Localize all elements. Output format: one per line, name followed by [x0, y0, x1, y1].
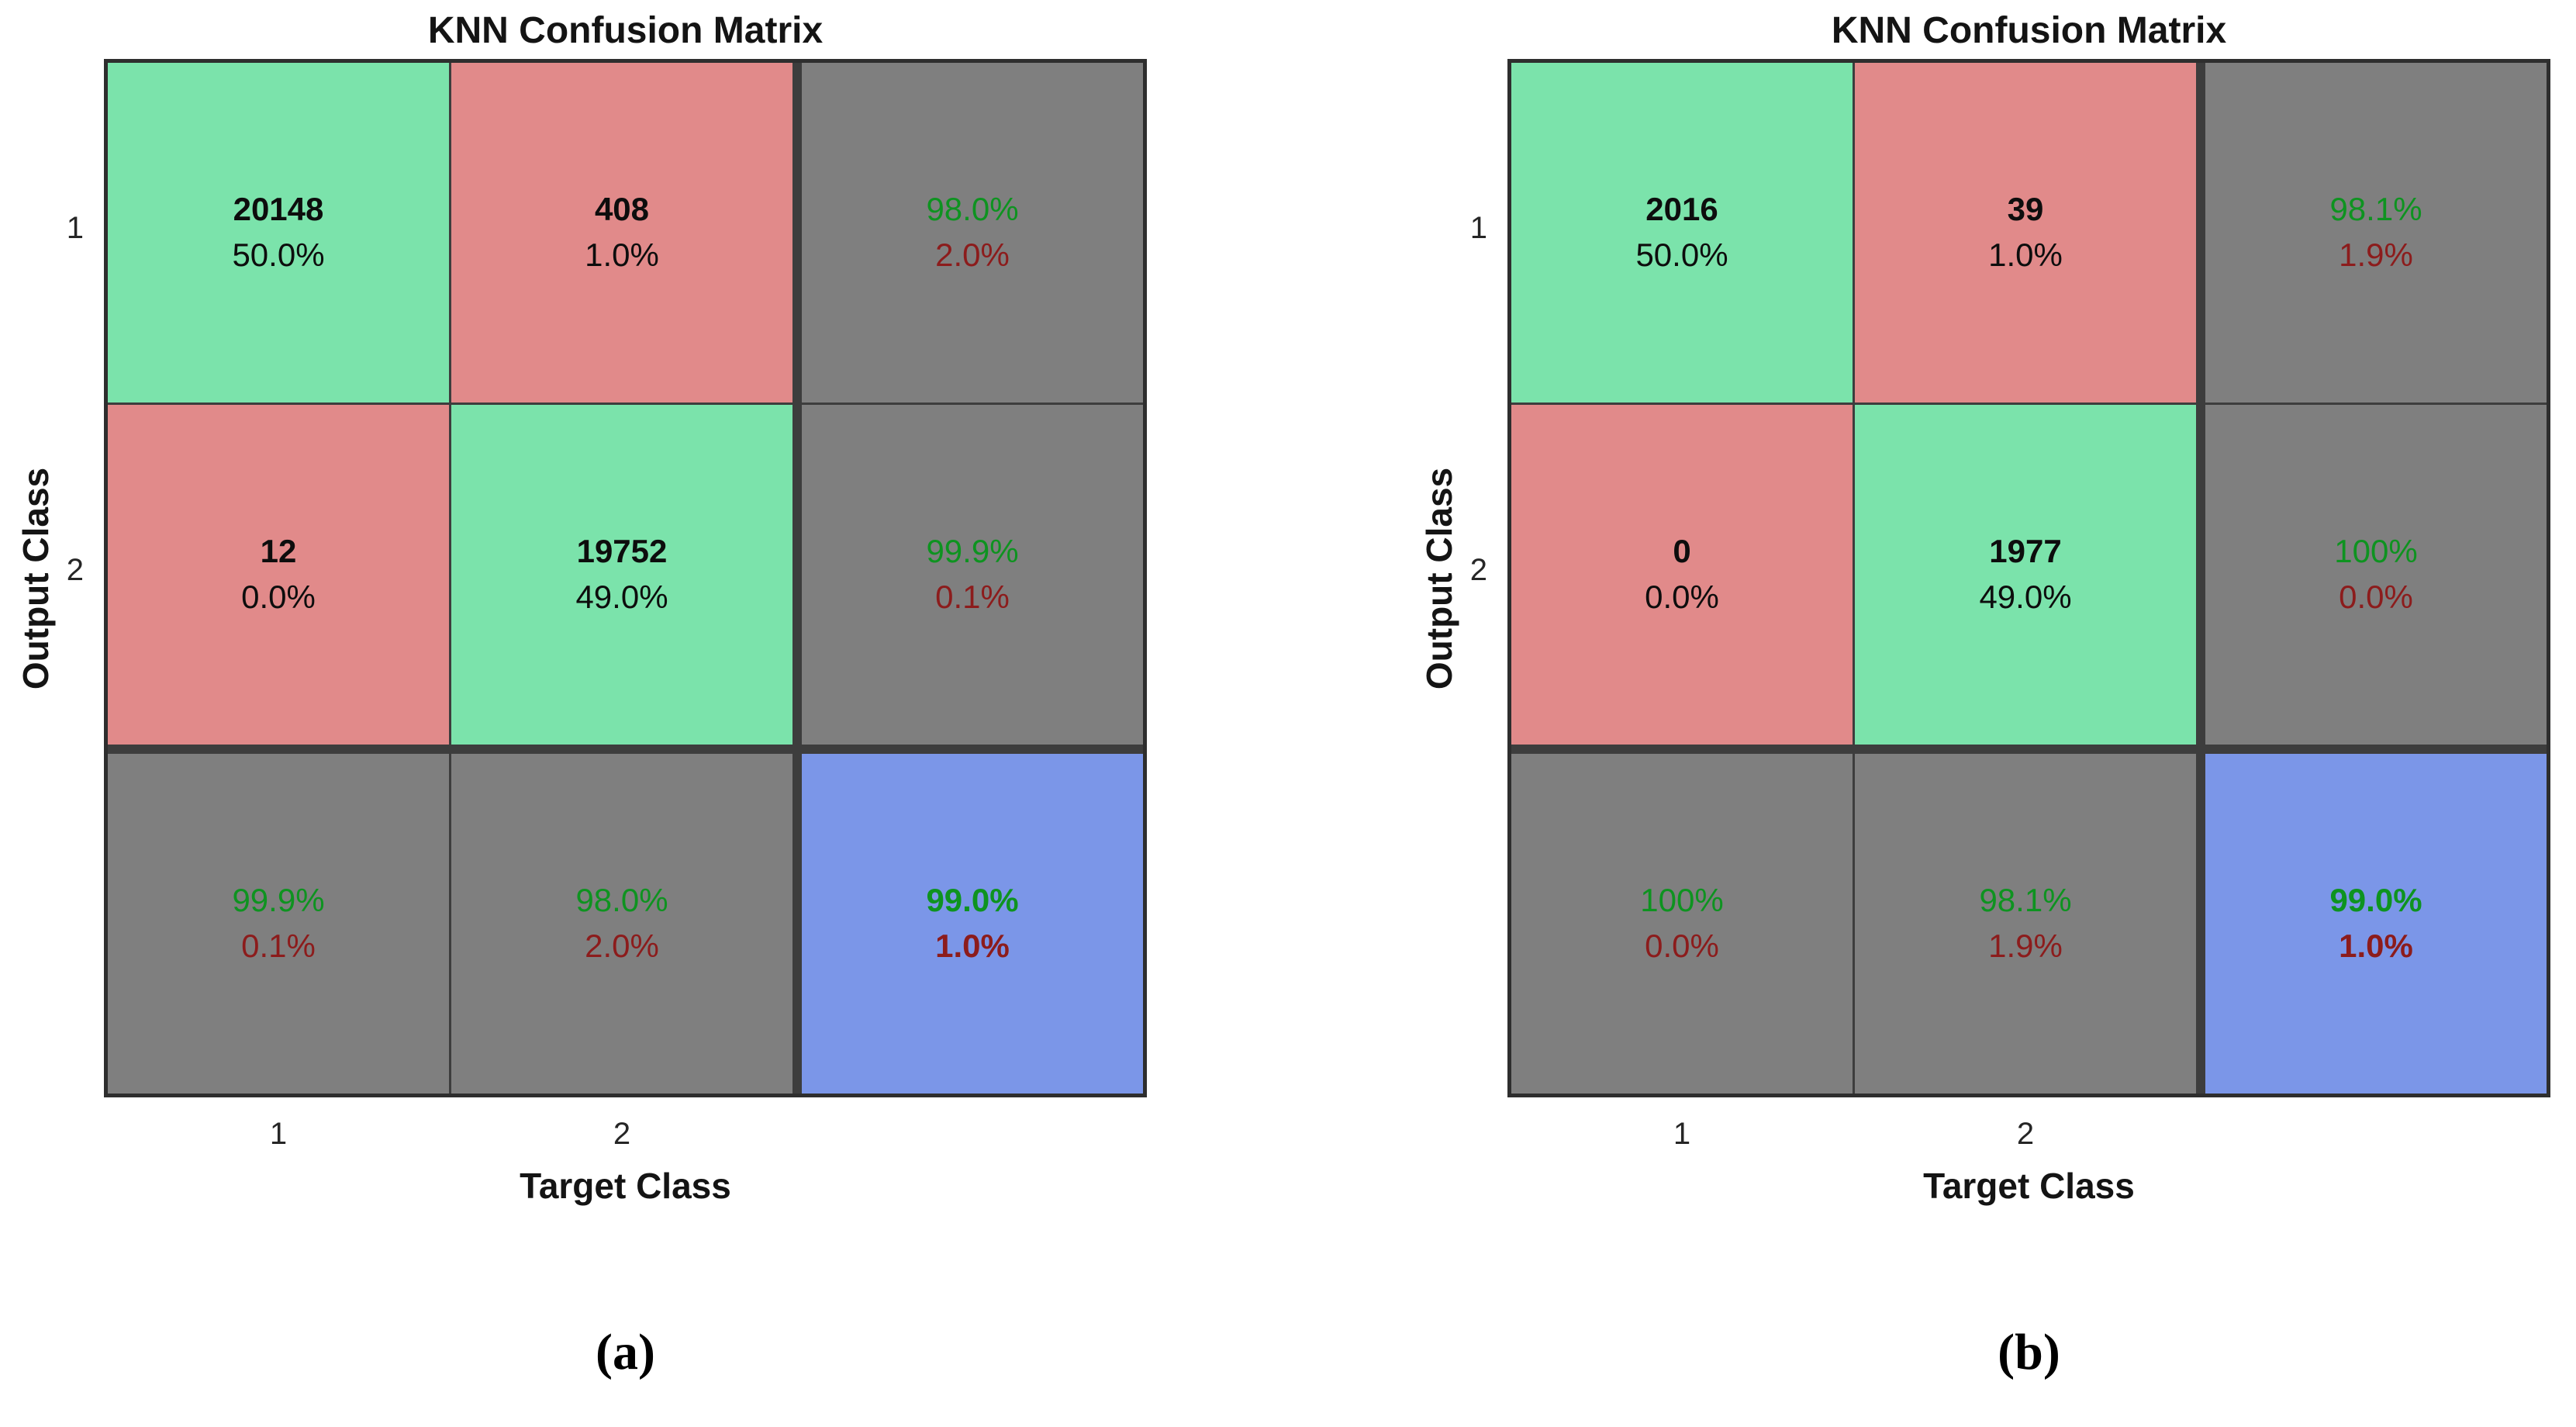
- cell-percent: 49.0%: [575, 579, 668, 615]
- cell-percent: 50.0%: [1635, 237, 1728, 273]
- cell-count: 19752: [576, 533, 668, 570]
- chart-title: KNN Confusion Matrix: [427, 10, 824, 51]
- confusion-matrix-panel-b: KNN Confusion Matrix Output Class 1 2 20…: [1404, 0, 2576, 1427]
- cell-good-percent: 98.0%: [926, 191, 1019, 228]
- matrix-cell-r1c3: 98.1% 1.9%: [2205, 63, 2547, 403]
- matrix-cell-r1c1: 2016 50.0%: [1511, 63, 1853, 403]
- cell-percent: 49.0%: [1979, 579, 2072, 615]
- cell-count: 0: [1673, 533, 1691, 570]
- matrix-cell-r2c1: 12 0.0%: [108, 405, 449, 745]
- chart-title: KNN Confusion Matrix: [1831, 10, 2227, 51]
- matrix-cell-r3c2: 98.0% 2.0%: [451, 754, 792, 1094]
- matrix-cell-r2c3: 99.9% 0.1%: [802, 405, 1143, 745]
- cell-percent: 0.0%: [1645, 579, 1719, 615]
- cell-bad-percent: 2.0%: [935, 237, 1010, 273]
- cell-bad-percent: 1.9%: [2339, 237, 2413, 273]
- cell-good-percent: 100%: [2334, 533, 2418, 570]
- y-tick-2: 2: [66, 553, 84, 587]
- x-tick-2: 2: [613, 1117, 631, 1151]
- cell-percent: 0.0%: [241, 579, 316, 615]
- x-tick-1: 1: [269, 1117, 288, 1151]
- cell-bad-percent: 1.9%: [1988, 928, 2063, 964]
- matrix-cell-r1c1: 20148 50.0%: [108, 63, 449, 403]
- matrix-cell-r2c2: 1977 49.0%: [1855, 405, 2196, 745]
- confusion-matrix-grid: 2016 50.0% 39 1.0% 98.1% 1.9% 0 0.0% 197…: [1507, 59, 2550, 1097]
- matrix-cell-r3c1: 100% 0.0%: [1511, 754, 1853, 1094]
- matrix-cell-r1c2: 39 1.0%: [1855, 63, 2196, 403]
- cell-count: 20148: [233, 191, 324, 228]
- matrix-cell-r3c3-overall-accuracy: 99.0% 1.0%: [802, 754, 1143, 1094]
- matrix-cell-r2c3: 100% 0.0%: [2205, 405, 2547, 745]
- cell-percent: 50.0%: [232, 237, 325, 273]
- matrix-cell-r1c3: 98.0% 2.0%: [802, 63, 1143, 403]
- cell-percent: 1.0%: [585, 237, 659, 273]
- confusion-matrix-grid: 20148 50.0% 408 1.0% 98.0% 2.0% 12 0.0% …: [104, 59, 1147, 1097]
- cell-good-percent: 98.0%: [575, 882, 668, 919]
- cell-bad-percent: 0.1%: [241, 928, 316, 964]
- cell-good-percent: 99.9%: [926, 533, 1019, 570]
- subfigure-caption-a: (a): [596, 1324, 655, 1380]
- cell-count: 12: [260, 533, 297, 570]
- cell-count: 1977: [1989, 533, 2062, 570]
- y-tick-2: 2: [1469, 553, 1487, 587]
- cell-bad-percent: 1.0%: [935, 928, 1010, 964]
- cell-count: 408: [594, 191, 650, 228]
- cell-good-percent: 98.1%: [2329, 191, 2422, 228]
- matrix-cell-r3c3-overall-accuracy: 99.0% 1.0%: [2205, 754, 2547, 1094]
- y-tick-1: 1: [1469, 211, 1487, 245]
- cell-good-percent: 98.1%: [1979, 882, 2072, 919]
- cell-good-percent: 99.9%: [232, 882, 325, 919]
- y-tick-1: 1: [66, 211, 84, 245]
- cell-bad-percent: 1.0%: [2339, 928, 2413, 964]
- subfigure-caption-b: (b): [1998, 1324, 2060, 1380]
- x-tick-1: 1: [1673, 1117, 1691, 1151]
- cell-bad-percent: 0.0%: [2339, 579, 2413, 615]
- cell-percent: 1.0%: [1988, 237, 2063, 273]
- matrix-cell-r3c2: 98.1% 1.9%: [1855, 754, 2196, 1094]
- cell-bad-percent: 0.0%: [1645, 928, 1719, 964]
- matrix-cell-r2c1: 0 0.0%: [1511, 405, 1853, 745]
- cell-good-percent: 100%: [1640, 882, 1724, 919]
- x-tick-2: 2: [2016, 1117, 2035, 1151]
- cell-good-percent: 99.0%: [926, 882, 1019, 919]
- matrix-cell-r2c2: 19752 49.0%: [451, 405, 792, 745]
- cell-bad-percent: 2.0%: [585, 928, 659, 964]
- cell-good-percent: 99.0%: [2329, 882, 2422, 919]
- matrix-cell-r3c1: 99.9% 0.1%: [108, 754, 449, 1094]
- confusion-matrix-panel-a: KNN Confusion Matrix Output Class 1 2 20…: [0, 0, 1172, 1427]
- matrix-cell-r1c2: 408 1.0%: [451, 63, 792, 403]
- cell-bad-percent: 0.1%: [935, 579, 1010, 615]
- x-axis-label: Target Class: [520, 1166, 731, 1206]
- cell-count: 2016: [1645, 191, 1718, 228]
- cell-count: 39: [2007, 191, 2044, 228]
- x-axis-label: Target Class: [1923, 1166, 2135, 1206]
